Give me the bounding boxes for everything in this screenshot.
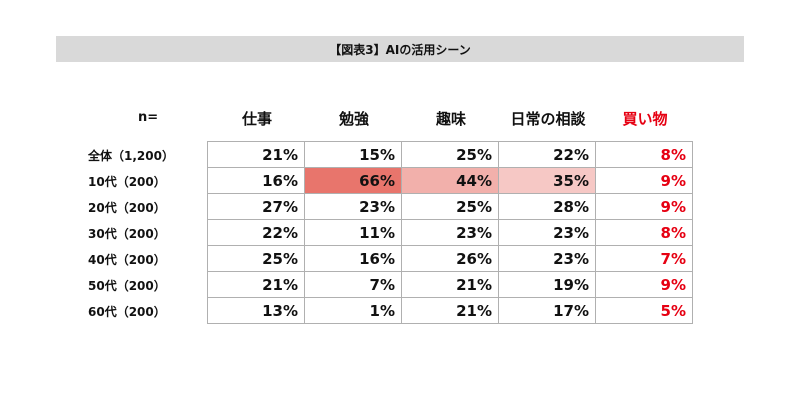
data-cell: 35% (498, 167, 596, 194)
row-label-1: 全体（1,200） (88, 149, 174, 163)
data-cell: 25% (401, 193, 499, 220)
data-cell: 23% (498, 245, 596, 272)
column-header-5: 買い物 (622, 110, 668, 128)
data-cell: 16% (207, 167, 305, 194)
table-row: 16% 66% 44% 35% 9% (207, 167, 693, 194)
data-cell: 19% (498, 271, 596, 298)
row-label-6: 50代（200） (88, 279, 166, 293)
data-cell: 21% (401, 271, 499, 298)
data-cell: 28% (498, 193, 596, 220)
data-cell: 44% (401, 167, 499, 194)
data-cell: 1% (304, 297, 402, 324)
table-row: 22% 11% 23% 23% 8% (207, 219, 693, 246)
data-cell: 11% (304, 219, 402, 246)
chart-title: 【図表3】AIの活用シーン (56, 36, 744, 62)
data-cell: 9% (595, 193, 693, 220)
data-cell: 23% (304, 193, 402, 220)
row-label-4: 30代（200） (88, 227, 166, 241)
data-cell: 5% (595, 297, 693, 324)
table-row: 13% 1% 21% 17% 5% (207, 297, 693, 324)
data-cell: 23% (498, 219, 596, 246)
data-cell: 15% (304, 141, 402, 168)
data-cell: 26% (401, 245, 499, 272)
data-cell: 8% (595, 219, 693, 246)
column-header-3: 趣味 (435, 110, 466, 128)
column-header-1: 仕事 (241, 110, 272, 128)
data-cell: 21% (401, 297, 499, 324)
data-cell: 7% (304, 271, 402, 298)
data-table: 21% 15% 25% 22% 8% 16% 66% 44% 35% 9% 27% 23% 25% 28%… (207, 141, 693, 324)
data-cell: 7% (595, 245, 693, 272)
table-row: 21% 15% 25% 22% 8% (207, 141, 693, 168)
data-cell: 21% (207, 271, 305, 298)
data-cell: 21% (207, 141, 305, 168)
data-cell: 8% (595, 141, 693, 168)
data-cell: 25% (207, 245, 305, 272)
data-cell: 22% (207, 219, 305, 246)
data-cell: 9% (595, 271, 693, 298)
row-label-7: 60代（200） (88, 305, 166, 319)
data-cell: 16% (304, 245, 402, 272)
data-cell: 25% (401, 141, 499, 168)
data-cell: 9% (595, 167, 693, 194)
table-row: 21% 7% 21% 19% 9% (207, 271, 693, 298)
data-cell: 13% (207, 297, 305, 324)
sample-size-label: n= (138, 110, 159, 125)
column-header-4: 日常の相談 (510, 110, 586, 128)
data-cell: 23% (401, 219, 499, 246)
data-cell: 27% (207, 193, 305, 220)
table-row: 27% 23% 25% 28% 9% (207, 193, 693, 220)
row-label-3: 20代（200） (88, 201, 166, 215)
data-cell: 22% (498, 141, 596, 168)
column-header-2: 勉強 (338, 110, 369, 128)
data-cell: 66% (304, 167, 402, 194)
row-label-5: 40代（200） (88, 253, 166, 267)
data-cell: 17% (498, 297, 596, 324)
table-row: 25% 16% 26% 23% 7% (207, 245, 693, 272)
row-label-2: 10代（200） (88, 175, 166, 189)
